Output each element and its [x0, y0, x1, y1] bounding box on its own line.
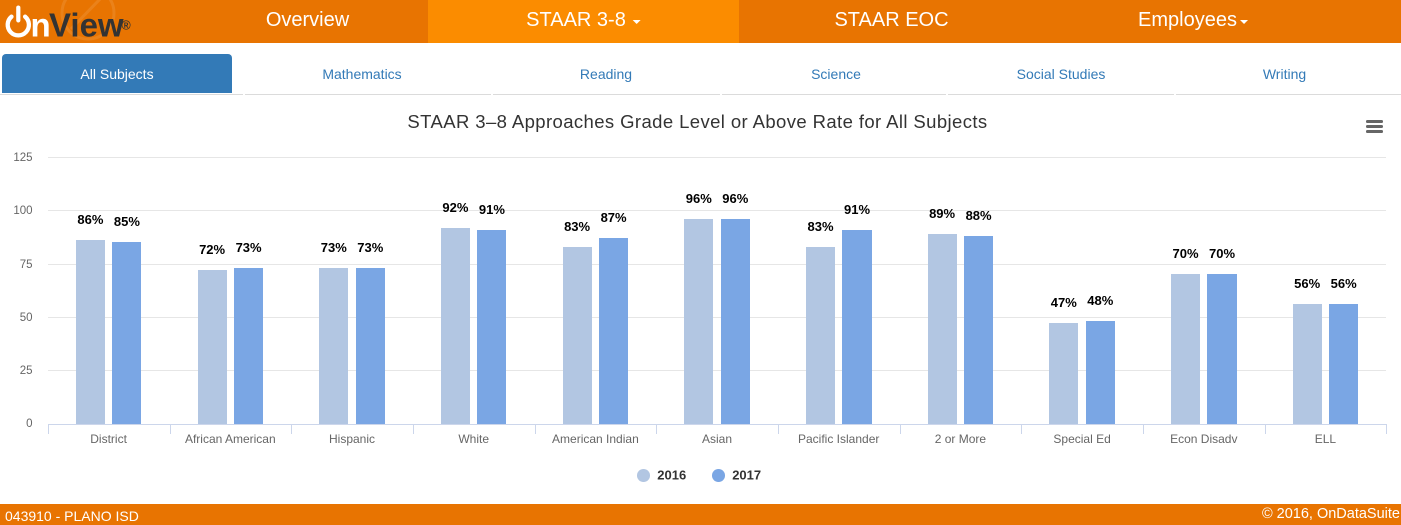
- svg-text:®: ®: [122, 19, 132, 33]
- svg-text:View: View: [49, 7, 124, 44]
- svg-text:n: n: [31, 7, 51, 44]
